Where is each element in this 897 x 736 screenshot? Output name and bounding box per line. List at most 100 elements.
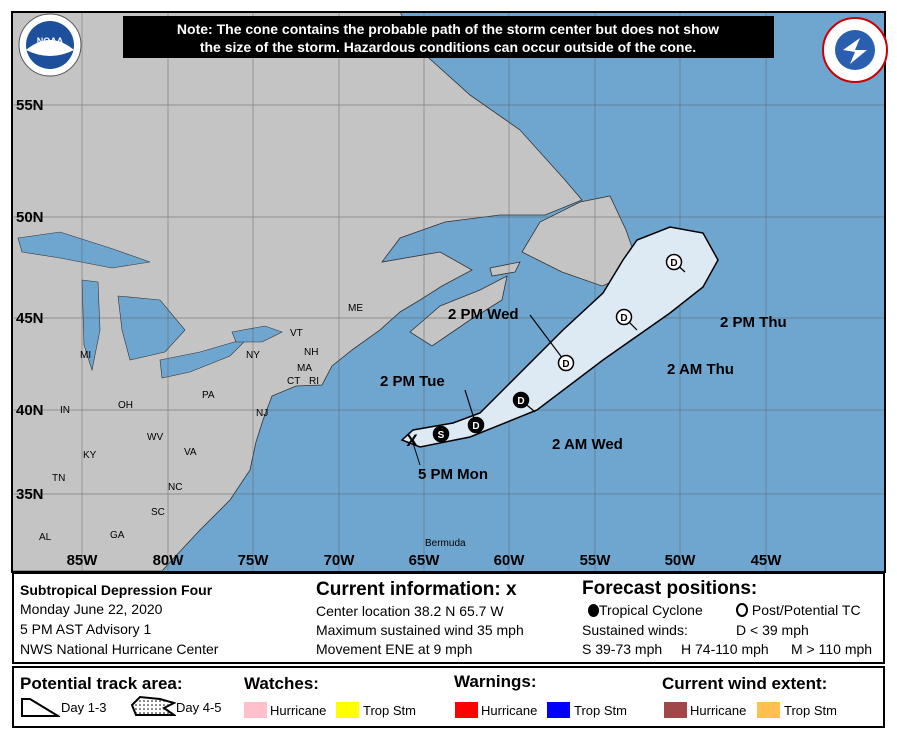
current-info-label: Current information: bbox=[316, 579, 501, 600]
hurricane-wind-swatch bbox=[664, 702, 687, 718]
place-label: NH bbox=[304, 347, 318, 358]
day45-label: Day 4-5 bbox=[176, 700, 222, 715]
hurricane-warning-label: Hurricane bbox=[481, 703, 538, 718]
lon-label: 85W bbox=[67, 552, 99, 569]
time-label: 2 PM Tue bbox=[380, 373, 445, 390]
place-label: ME bbox=[348, 303, 363, 314]
lon-label: 80W bbox=[153, 552, 185, 569]
advisory: 5 PM AST Advisory 1 bbox=[20, 621, 152, 637]
day13-label: Day 1-3 bbox=[61, 700, 107, 715]
lat-label: 50N bbox=[16, 209, 44, 226]
intensity-letter: D bbox=[562, 359, 569, 370]
h-definition: H 74-110 mph bbox=[681, 641, 769, 657]
storm-name: Subtropical Depression Four bbox=[20, 582, 213, 598]
center-location: Center location 38.2 N 65.7 W bbox=[316, 603, 504, 619]
ts-watch-swatch bbox=[336, 702, 359, 718]
lon-label: 65W bbox=[409, 552, 441, 569]
tropical-cyclone-marker bbox=[512, 391, 530, 409]
noaa-logo: NOAA bbox=[18, 13, 82, 77]
hurricane-watch-label: Hurricane bbox=[270, 703, 327, 718]
place-label: PA bbox=[202, 390, 215, 401]
note-line-2: the size of the storm. Hazardous conditi… bbox=[200, 39, 696, 55]
intensity-letter: S bbox=[438, 430, 445, 441]
place-label: IN bbox=[60, 405, 70, 416]
hurricane-watch-swatch bbox=[244, 702, 267, 718]
info-panel: Subtropical Depression Four Monday June … bbox=[12, 572, 885, 664]
place-label: VT bbox=[290, 328, 303, 339]
date: Monday June 22, 2020 bbox=[20, 601, 163, 617]
post-tc-marker bbox=[615, 308, 633, 326]
track-area-title: Potential track area: bbox=[20, 674, 183, 693]
ts-wind-swatch bbox=[757, 702, 780, 718]
intensity-letter: D bbox=[472, 421, 479, 432]
current-position-x-icon: X bbox=[406, 431, 418, 450]
land bbox=[11, 11, 641, 572]
place-label: VA bbox=[184, 447, 197, 458]
warnings-title: Warnings: bbox=[454, 672, 537, 691]
track: 5 PM Mon S 2 PM Tue D 2 AM Wed D 2 PM Wed D 2 AM… bbox=[380, 253, 787, 483]
place-label: NY bbox=[246, 350, 260, 361]
post-tc-marker bbox=[665, 253, 683, 271]
forecast-title: Forecast positions: bbox=[582, 578, 758, 599]
tc-legend: Tropical Cyclone bbox=[588, 602, 703, 618]
place-label: CT bbox=[287, 376, 300, 387]
lon-label: 60W bbox=[494, 552, 526, 569]
place-label: TN bbox=[52, 473, 65, 484]
lon-label: 50W bbox=[665, 552, 697, 569]
place-label: OH bbox=[118, 400, 133, 411]
legend-panel: Potential track area: Day 1-3 Day 4-5 Wa… bbox=[12, 666, 885, 728]
hurricane-wind-label: Hurricane bbox=[690, 703, 747, 718]
place-label: MI bbox=[80, 350, 91, 361]
intensity-letter: D bbox=[670, 258, 677, 269]
nws-logo bbox=[822, 17, 888, 83]
ts-warning-label: Trop Stm bbox=[574, 703, 627, 718]
current-info-title: Current information: x bbox=[316, 579, 517, 601]
ptc-legend: Post/Potential TC bbox=[736, 602, 861, 618]
place-label: RI bbox=[309, 376, 319, 387]
place-label: AL bbox=[39, 532, 52, 543]
tropical-cyclone-marker bbox=[432, 425, 450, 443]
wind-extent-title: Current wind extent: bbox=[662, 674, 828, 693]
note-box bbox=[123, 16, 774, 58]
place-label: SC bbox=[151, 507, 165, 518]
time-label: 2 AM Wed bbox=[552, 436, 623, 453]
graticule bbox=[12, 12, 885, 572]
max-wind: Maximum sustained wind 35 mph bbox=[316, 622, 524, 638]
tropical-cyclone-marker bbox=[467, 416, 485, 434]
ts-watch-label: Trop Stm bbox=[363, 703, 416, 718]
hurricane-warning-swatch bbox=[455, 702, 478, 718]
time-label: 2 PM Thu bbox=[720, 314, 787, 331]
lon-label: 75W bbox=[238, 552, 270, 569]
filled-circle-icon bbox=[588, 604, 599, 617]
time-label: 2 PM Wed bbox=[448, 306, 519, 323]
place-label: GA bbox=[110, 530, 125, 541]
time-label: 5 PM Mon bbox=[418, 466, 488, 483]
lon-label: 55W bbox=[580, 552, 612, 569]
forecast-cone bbox=[400, 226, 719, 448]
time-label: 2 AM Thu bbox=[667, 361, 734, 378]
intensity-letter: D bbox=[620, 313, 627, 324]
d-definition: D < 39 mph bbox=[736, 622, 809, 638]
lat-label: 40N bbox=[16, 402, 44, 419]
current-x-icon: x bbox=[506, 579, 517, 600]
place-label: NJ bbox=[256, 408, 268, 419]
svg-text:NOAA: NOAA bbox=[37, 36, 64, 46]
place-label: KY bbox=[83, 450, 97, 461]
intensity-letter: D bbox=[517, 396, 524, 407]
post-tc-marker bbox=[557, 354, 575, 372]
note-line-1: Note: The cone contains the probable pat… bbox=[177, 21, 719, 37]
lat-label: 55N bbox=[16, 97, 44, 114]
lon-label: 45W bbox=[751, 552, 783, 569]
place-label: Bermuda bbox=[425, 538, 466, 549]
lat-label: 45N bbox=[16, 310, 44, 327]
watches-title: Watches: bbox=[244, 674, 319, 693]
place-label: MA bbox=[297, 363, 312, 374]
place-label: WV bbox=[147, 432, 163, 443]
movement: Movement ENE at 9 mph bbox=[316, 641, 473, 657]
day45-cone-icon bbox=[130, 695, 176, 716]
issuing-center: NWS National Hurricane Center bbox=[20, 641, 219, 657]
sustained-label: Sustained winds: bbox=[582, 622, 688, 638]
